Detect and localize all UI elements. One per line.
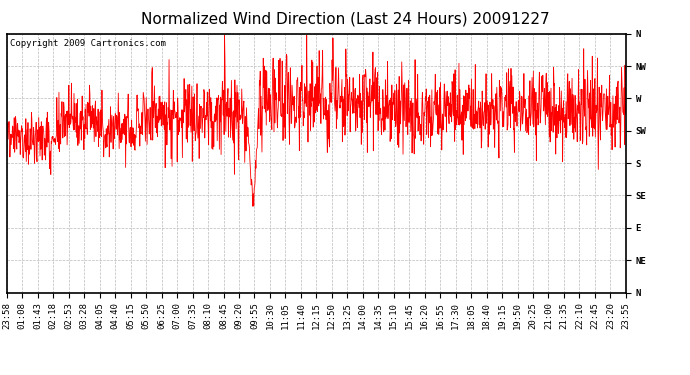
Text: Normalized Wind Direction (Last 24 Hours) 20091227: Normalized Wind Direction (Last 24 Hours… <box>141 11 549 26</box>
Text: Copyright 2009 Cartronics.com: Copyright 2009 Cartronics.com <box>10 39 166 48</box>
